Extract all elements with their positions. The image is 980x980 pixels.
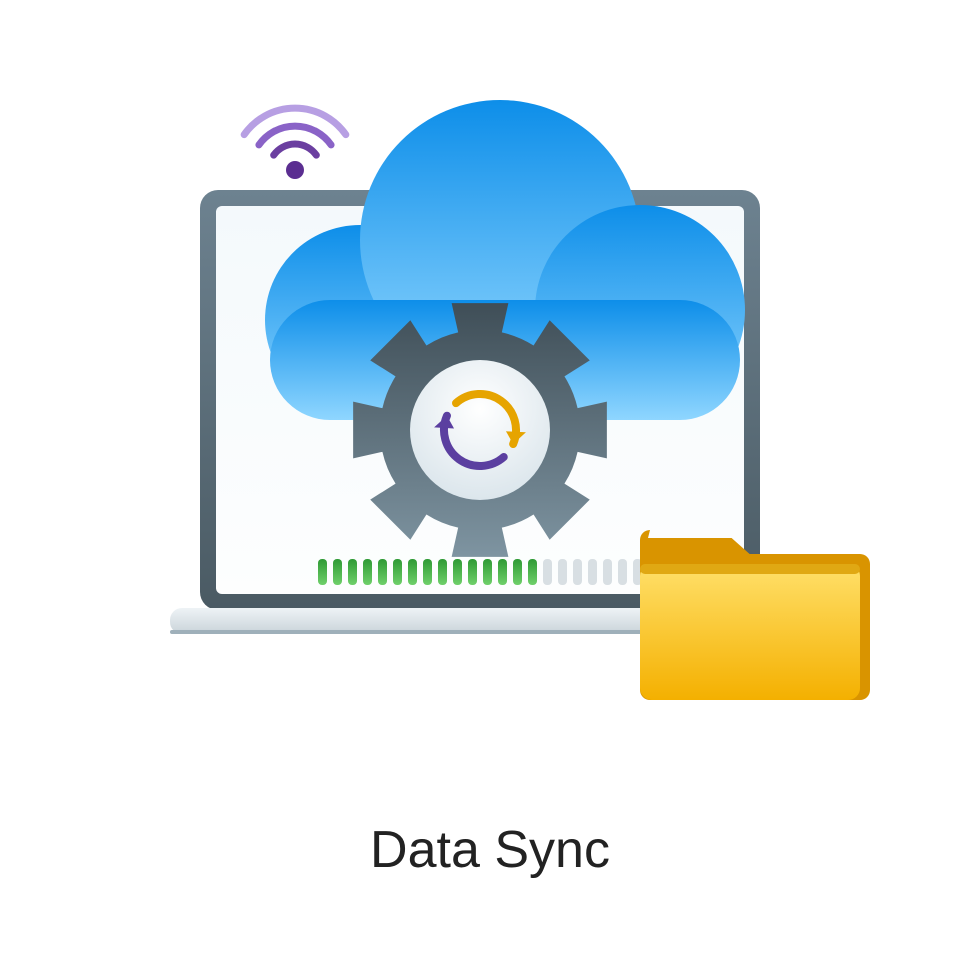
progress-segment-filled [348,559,357,585]
progress-segment-filled [333,559,342,585]
progress-segment-filled [378,559,387,585]
progress-segment-empty [573,559,582,585]
folder-icon [640,530,870,700]
progress-segment-filled [453,559,462,585]
progress-segment-filled [393,559,402,585]
progress-segment-filled [318,559,327,585]
progress-segment-empty [558,559,567,585]
progress-segment-filled [363,559,372,585]
progress-segment-empty [603,559,612,585]
progress-segment-filled [513,559,522,585]
progress-segment-filled [498,559,507,585]
progress-segment-filled [408,559,417,585]
progress-segment-filled [528,559,537,585]
progress-segment-filled [483,559,492,585]
progress-segment-empty [618,559,627,585]
infographic-stage: Data Sync [0,0,980,980]
progress-segment-filled [438,559,447,585]
progress-segment-filled [423,559,432,585]
caption: Data Sync [0,820,980,880]
progress-segment-empty [588,559,597,585]
progress-segment-filled [468,559,477,585]
gear-sync-icon [353,303,607,557]
wifi-icon [244,108,346,179]
progress-segment-empty [543,559,552,585]
